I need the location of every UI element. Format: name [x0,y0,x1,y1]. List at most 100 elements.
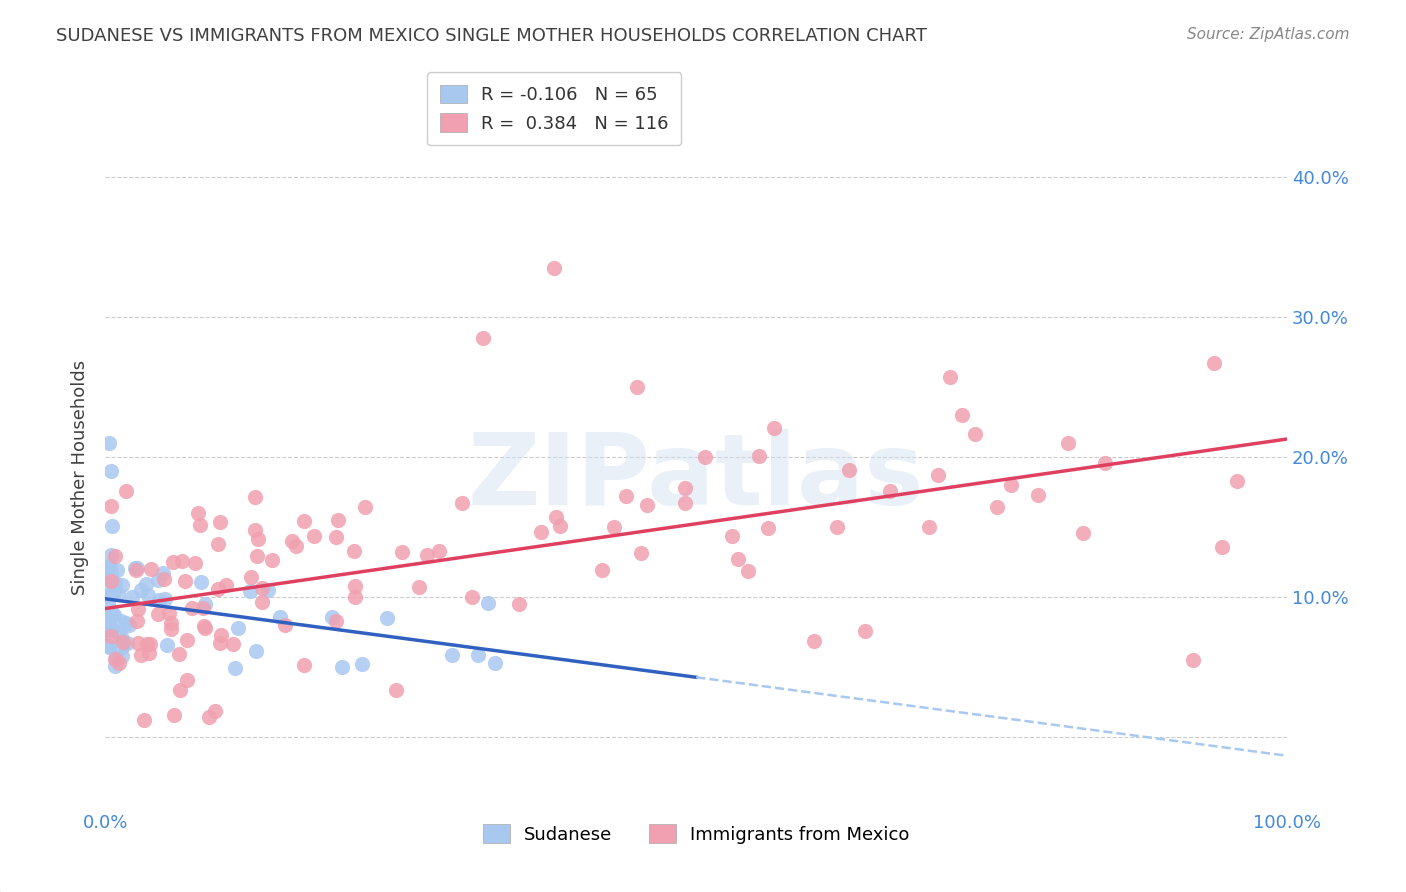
Point [124,561,146,575]
Point [103,549,125,564]
Point [1202,356,1225,370]
Point [762,421,785,435]
Point [96,608,118,623]
Point [1057,436,1080,450]
Point [194,597,217,611]
Text: 0.0%: 0.0% [83,814,128,832]
Point [630,546,652,560]
Point [530,525,553,540]
Point [160,615,183,630]
Point [252,595,274,609]
Point [675,481,697,495]
Point [292,658,315,673]
Point [325,530,347,544]
Text: 100.0%: 100.0% [1253,814,1322,832]
Point [756,521,779,535]
Point [163,708,186,723]
Point [160,622,183,636]
Point [350,657,373,672]
Point [441,648,464,663]
Point [138,646,160,660]
Point [215,578,238,592]
Point [354,500,377,514]
Point [292,514,315,528]
Point [100,628,122,642]
Point [250,581,273,595]
Point [125,560,148,574]
Point [103,608,125,623]
Point [111,578,134,592]
Point [111,640,134,654]
Point [193,619,215,633]
Point [245,549,267,563]
Point [104,576,127,591]
Point [727,552,749,566]
Point [1211,540,1233,554]
Point [737,564,759,578]
Point [134,713,156,727]
Point [97,436,120,450]
Point [508,598,530,612]
Point [938,370,960,384]
Point [208,515,231,529]
Point [614,489,637,503]
Point [207,582,229,596]
Point [472,331,495,345]
Point [391,544,413,558]
Point [343,544,366,558]
Point [484,657,506,671]
Point [100,621,122,635]
Point [416,548,439,562]
Point [114,615,136,630]
Point [174,574,197,588]
Point [97,607,120,622]
Point [302,528,325,542]
Point [129,582,152,597]
Point [950,408,973,422]
Point [148,593,170,607]
Point [100,499,122,513]
Point [98,559,121,574]
Point [176,632,198,647]
Point [853,624,876,639]
Point [427,544,450,558]
Point [167,647,190,661]
Point [98,640,121,655]
Point [239,570,262,584]
Point [127,636,149,650]
Point [543,260,565,275]
Point [247,532,270,546]
Point [245,644,267,658]
Point [245,490,267,504]
Point [111,635,134,649]
Point [239,583,262,598]
Point [838,463,860,477]
Point [129,648,152,662]
Point [188,518,211,533]
Point [591,563,613,577]
Point [103,585,125,599]
Point [105,563,128,577]
Point [190,574,212,589]
Point [97,623,120,637]
Point [169,683,191,698]
Point [162,555,184,569]
Point [325,615,347,629]
Point [375,611,398,625]
Point [141,562,163,576]
Point [198,710,221,724]
Point [194,621,217,635]
Point [107,625,129,640]
Point [139,637,162,651]
Point [115,636,138,650]
Point [96,566,118,581]
Point [100,519,122,533]
Point [146,607,169,621]
Point [544,510,567,524]
Y-axis label: Single Mother Households: Single Mother Households [72,360,89,596]
Point [114,483,136,498]
Point [105,651,128,665]
Text: SUDANESE VS IMMIGRANTS FROM MEXICO SINGLE MOTHER HOUSEHOLDS CORRELATION CHART: SUDANESE VS IMMIGRANTS FROM MEXICO SINGL… [56,27,927,45]
Point [927,467,949,482]
Point [208,636,231,650]
